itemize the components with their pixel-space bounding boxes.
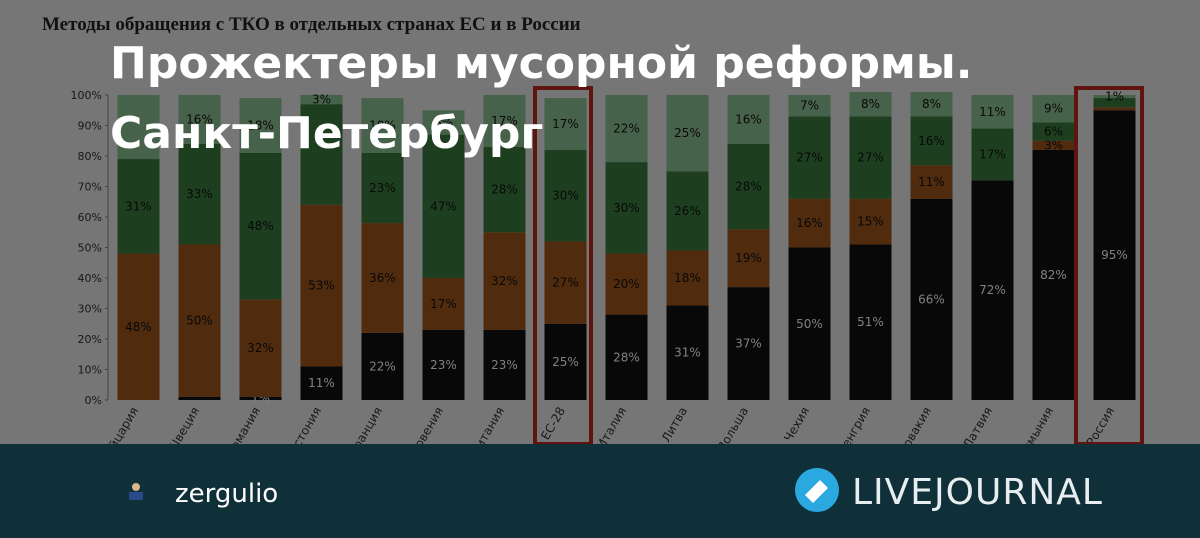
brand[interactable]: LIVEJOURNAL (852, 472, 1103, 513)
overlay-title: Санкт-Петербург (110, 108, 543, 159)
footer (0, 444, 1200, 538)
overlay-title: Прожектеры мусорной реформы. (110, 38, 972, 89)
brand-logo (795, 468, 839, 512)
author[interactable]: zergulio (175, 479, 278, 509)
user-icon (129, 483, 143, 500)
overlay (0, 0, 1200, 444)
